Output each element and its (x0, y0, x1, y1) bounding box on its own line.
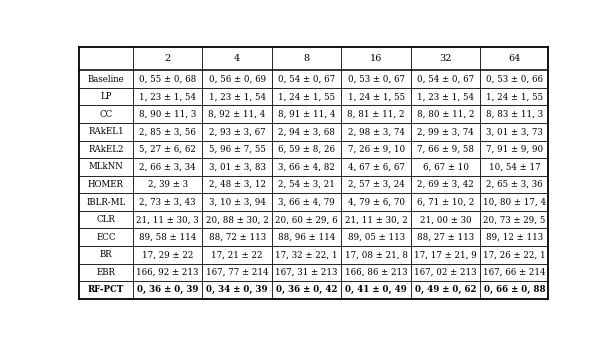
Text: MLkNN: MLkNN (89, 162, 123, 172)
Text: 17, 29 ± 22: 17, 29 ± 22 (142, 250, 193, 260)
Text: 17, 32 ± 22, 1: 17, 32 ± 22, 1 (275, 250, 338, 260)
Text: 1, 24 ± 1, 55: 1, 24 ± 1, 55 (278, 92, 335, 101)
Text: 8, 80 ± 11, 2: 8, 80 ± 11, 2 (417, 110, 474, 119)
Text: 3, 66 ± 4, 79: 3, 66 ± 4, 79 (278, 198, 335, 207)
Text: 2, 69 ± 3, 42: 2, 69 ± 3, 42 (417, 180, 474, 189)
Text: 0, 54 ± 0, 67: 0, 54 ± 0, 67 (278, 75, 335, 84)
Text: 88, 96 ± 114: 88, 96 ± 114 (278, 233, 335, 242)
Text: 0, 53 ± 0, 66: 0, 53 ± 0, 66 (486, 75, 543, 84)
Text: 1, 23 ± 1, 54: 1, 23 ± 1, 54 (139, 92, 196, 101)
Text: IBLR-ML: IBLR-ML (86, 198, 125, 207)
Text: 20, 60 ± 29, 6: 20, 60 ± 29, 6 (275, 215, 338, 224)
Text: RAkEL2: RAkEL2 (88, 145, 124, 154)
Text: 17, 08 ± 21, 8: 17, 08 ± 21, 8 (345, 250, 408, 260)
Text: LP: LP (100, 92, 111, 101)
Text: 8, 90 ± 11, 3: 8, 90 ± 11, 3 (139, 110, 196, 119)
Text: 2, 39 ± 3: 2, 39 ± 3 (147, 180, 188, 189)
Text: 1, 24 ± 1, 55: 1, 24 ± 1, 55 (486, 92, 543, 101)
Text: 0, 55 ± 0, 68: 0, 55 ± 0, 68 (139, 75, 196, 84)
Text: 8, 91 ± 11, 4: 8, 91 ± 11, 4 (278, 110, 335, 119)
Text: HOMER: HOMER (88, 180, 124, 189)
Text: 0, 34 ± 0, 39: 0, 34 ± 0, 39 (206, 285, 268, 295)
Text: 8, 92 ± 11, 4: 8, 92 ± 11, 4 (209, 110, 266, 119)
Text: 6, 71 ± 10, 2: 6, 71 ± 10, 2 (417, 198, 474, 207)
Text: 0, 49 ± 0, 62: 0, 49 ± 0, 62 (415, 285, 476, 295)
Text: RAkEL1: RAkEL1 (88, 127, 124, 136)
Text: 2, 98 ± 3, 74: 2, 98 ± 3, 74 (348, 127, 405, 136)
Text: 6, 59 ± 8, 26: 6, 59 ± 8, 26 (278, 145, 335, 154)
Text: 2, 65 ± 3, 36: 2, 65 ± 3, 36 (486, 180, 543, 189)
Text: 0, 54 ± 0, 67: 0, 54 ± 0, 67 (417, 75, 474, 84)
Text: 20, 88 ± 30, 2: 20, 88 ± 30, 2 (206, 215, 269, 224)
Text: 166, 92 ± 213: 166, 92 ± 213 (136, 268, 199, 277)
Text: 2, 48 ± 3, 12: 2, 48 ± 3, 12 (209, 180, 266, 189)
Text: 17, 17 ± 21, 9: 17, 17 ± 21, 9 (414, 250, 477, 260)
Text: 3, 10 ± 3, 94: 3, 10 ± 3, 94 (209, 198, 266, 207)
Text: 8: 8 (304, 55, 310, 63)
Text: CC: CC (99, 110, 113, 119)
Text: 2, 57 ± 3, 24: 2, 57 ± 3, 24 (348, 180, 405, 189)
Text: 2, 73 ± 3, 43: 2, 73 ± 3, 43 (140, 198, 196, 207)
Text: 5, 27 ± 6, 62: 5, 27 ± 6, 62 (139, 145, 196, 154)
Text: Baseline: Baseline (88, 75, 124, 84)
Text: 0, 53 ± 0, 67: 0, 53 ± 0, 67 (348, 75, 405, 84)
Text: 3, 66 ± 4, 82: 3, 66 ± 4, 82 (278, 162, 335, 172)
Text: 7, 91 ± 9, 90: 7, 91 ± 9, 90 (486, 145, 543, 154)
Text: 0, 36 ± 0, 39: 0, 36 ± 0, 39 (137, 285, 198, 295)
Text: 167, 31 ± 213: 167, 31 ± 213 (275, 268, 338, 277)
Text: CLR: CLR (97, 215, 115, 224)
Text: 1, 23 ± 1, 54: 1, 23 ± 1, 54 (417, 92, 474, 101)
Text: 4, 79 ± 6, 70: 4, 79 ± 6, 70 (348, 198, 405, 207)
Text: ECC: ECC (96, 233, 116, 242)
Text: 2, 85 ± 3, 56: 2, 85 ± 3, 56 (139, 127, 196, 136)
Text: 17, 26 ± 22, 1: 17, 26 ± 22, 1 (483, 250, 546, 260)
Text: 6, 67 ± 10: 6, 67 ± 10 (423, 162, 469, 172)
Text: 7, 66 ± 9, 58: 7, 66 ± 9, 58 (417, 145, 474, 154)
Text: 4, 67 ± 6, 67: 4, 67 ± 6, 67 (348, 162, 405, 172)
Text: 2, 94 ± 3, 68: 2, 94 ± 3, 68 (278, 127, 335, 136)
Text: 2, 66 ± 3, 34: 2, 66 ± 3, 34 (140, 162, 196, 172)
Text: 64: 64 (508, 55, 521, 63)
Text: 10, 80 ± 17, 4: 10, 80 ± 17, 4 (483, 198, 546, 207)
Text: 17, 21 ± 22: 17, 21 ± 22 (211, 250, 263, 260)
Text: 88, 27 ± 113: 88, 27 ± 113 (417, 233, 474, 242)
Text: EBR: EBR (96, 268, 116, 277)
Text: 0, 36 ± 0, 42: 0, 36 ± 0, 42 (276, 285, 337, 295)
Text: 21, 11 ± 30, 2: 21, 11 ± 30, 2 (345, 215, 408, 224)
Text: 2, 54 ± 3, 21: 2, 54 ± 3, 21 (278, 180, 335, 189)
Text: 167, 77 ± 214: 167, 77 ± 214 (206, 268, 269, 277)
Text: 7, 26 ± 9, 10: 7, 26 ± 9, 10 (348, 145, 405, 154)
Text: 89, 12 ± 113: 89, 12 ± 113 (486, 233, 543, 242)
Text: 21, 11 ± 30, 3: 21, 11 ± 30, 3 (136, 215, 199, 224)
Text: 167, 66 ± 214: 167, 66 ± 214 (483, 268, 546, 277)
Text: 2, 93 ± 3, 67: 2, 93 ± 3, 67 (209, 127, 266, 136)
Text: 0, 56 ± 0, 69: 0, 56 ± 0, 69 (209, 75, 266, 84)
Text: 3, 01 ± 3, 73: 3, 01 ± 3, 73 (486, 127, 543, 136)
Text: 3, 01 ± 3, 83: 3, 01 ± 3, 83 (209, 162, 266, 172)
Text: 2: 2 (165, 55, 171, 63)
Text: 4: 4 (234, 55, 241, 63)
Text: 89, 05 ± 113: 89, 05 ± 113 (348, 233, 405, 242)
Text: 89, 58 ± 114: 89, 58 ± 114 (139, 233, 196, 242)
Text: 10, 54 ± 17: 10, 54 ± 17 (488, 162, 540, 172)
Text: 8, 83 ± 11, 3: 8, 83 ± 11, 3 (486, 110, 543, 119)
Text: 5, 96 ± 7, 55: 5, 96 ± 7, 55 (209, 145, 266, 154)
Text: 0, 41 ± 0, 49: 0, 41 ± 0, 49 (345, 285, 407, 295)
Text: 8, 81 ± 11, 2: 8, 81 ± 11, 2 (348, 110, 405, 119)
Text: 32: 32 (439, 55, 452, 63)
Text: 21, 00 ± 30: 21, 00 ± 30 (420, 215, 471, 224)
Text: 0, 66 ± 0, 88: 0, 66 ± 0, 88 (483, 285, 545, 295)
Text: BR: BR (100, 250, 112, 260)
Text: 16: 16 (370, 55, 382, 63)
Text: 1, 24 ± 1, 55: 1, 24 ± 1, 55 (348, 92, 405, 101)
Text: 88, 72 ± 113: 88, 72 ± 113 (209, 233, 266, 242)
Text: 167, 02 ± 213: 167, 02 ± 213 (414, 268, 477, 277)
Text: RF-PCT: RF-PCT (88, 285, 124, 295)
Text: 166, 86 ± 213: 166, 86 ± 213 (345, 268, 408, 277)
Text: 1, 23 ± 1, 54: 1, 23 ± 1, 54 (209, 92, 266, 101)
Text: 20, 73 ± 29, 5: 20, 73 ± 29, 5 (483, 215, 545, 224)
Text: 2, 99 ± 3, 74: 2, 99 ± 3, 74 (417, 127, 474, 136)
